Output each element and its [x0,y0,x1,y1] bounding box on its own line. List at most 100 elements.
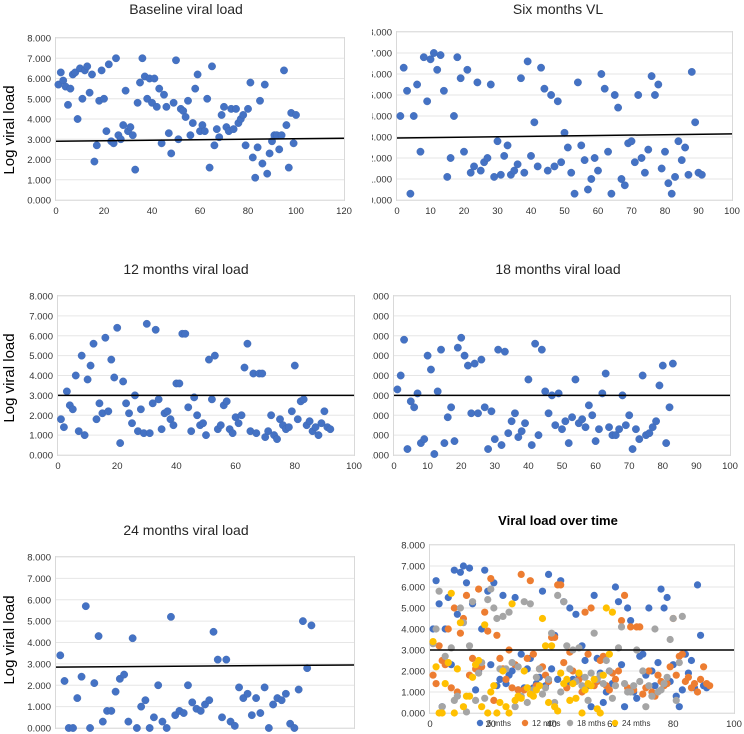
data-point [668,359,677,368]
legend-marker [476,719,484,727]
data-point [260,683,269,692]
x-tick-label: 90 [691,461,702,472]
data-point [220,102,228,111]
data-point [468,654,477,662]
data-point [572,610,580,618]
data-point [232,104,240,113]
legend-label: 24 mths [622,719,650,728]
data-point [486,80,495,89]
y-tick-label: 5.000 [27,94,51,105]
data-point [605,423,613,432]
data-point [617,623,626,631]
data-point [57,415,65,424]
x-tick-label: 10 [425,206,436,217]
data-point [625,411,634,420]
threshold-line [55,664,355,668]
data-point [620,181,629,190]
data-point [208,62,216,71]
data-point [145,724,154,732]
data-point [152,102,161,111]
data-point [496,170,505,179]
data-point [393,385,402,394]
data-point [104,60,113,69]
y-tick-label: 3.000 [27,135,51,146]
data-point [86,361,95,370]
x-tick-label: 0 [55,461,60,472]
data-point [71,371,80,380]
data-point [470,359,479,368]
data-point [608,608,616,616]
data-point [662,439,671,447]
data-point [230,721,239,730]
data-point [453,692,461,700]
data-point [666,635,674,644]
data-point [532,673,540,681]
data-point [258,159,267,168]
data-point [490,604,498,612]
data-point [158,717,167,726]
data-point [508,659,516,667]
data-point [654,659,662,667]
data-point [400,335,408,344]
data-point [97,66,106,75]
data-point [126,123,135,132]
data-point [599,671,607,679]
data-point [186,131,195,140]
x-tick-label: 60 [590,461,601,472]
data-point [429,49,438,57]
data-point [563,675,571,683]
data-point [508,667,516,675]
data-point [88,70,96,79]
data-point [630,682,638,690]
data-point [169,98,178,107]
data-point [587,682,595,690]
data-point [693,688,702,696]
data-point [459,562,468,570]
data-point [537,63,545,72]
y-tick-label: 8.000 [372,28,392,39]
data-point [209,627,218,636]
y-axis-label: Log viral load [1,595,18,684]
data-point [229,125,238,134]
data-point [181,113,190,121]
data-point [544,570,553,578]
data-point [587,703,595,711]
x-tick-label: 50 [559,206,570,217]
x-tick-label: 80 [658,461,669,472]
data-point [432,625,440,633]
y-tick-label: 6.000 [372,70,392,81]
data-point [406,397,415,406]
threshold-line [55,137,345,143]
data-point [265,149,274,158]
data-point [403,86,411,95]
data-point [450,709,458,717]
data-point [584,185,592,194]
data-point [396,112,405,120]
x-tick-label: 10 [422,461,433,472]
data-point [566,604,574,612]
legend: 6 mths 12 mths 18 mths 24 mths [476,719,650,728]
data-point [665,403,674,412]
data-point [581,686,589,694]
data-point [484,596,492,604]
data-point [299,617,307,626]
data-point [666,663,674,671]
data-point [563,642,571,650]
series-6-mths [396,49,706,198]
data-point [480,403,489,412]
data-point [499,667,507,675]
data-point [246,78,255,87]
data-point [564,439,573,447]
data-point [535,665,544,673]
data-point [675,703,683,711]
data-point [107,706,116,715]
data-point [244,104,252,113]
data-point [202,431,210,440]
data-point [447,589,455,597]
data-point [502,675,510,683]
data-point [128,419,136,428]
x-tick-label: 20 [486,719,497,730]
data-point [664,179,673,188]
data-point [60,677,69,685]
data-point [289,139,298,148]
